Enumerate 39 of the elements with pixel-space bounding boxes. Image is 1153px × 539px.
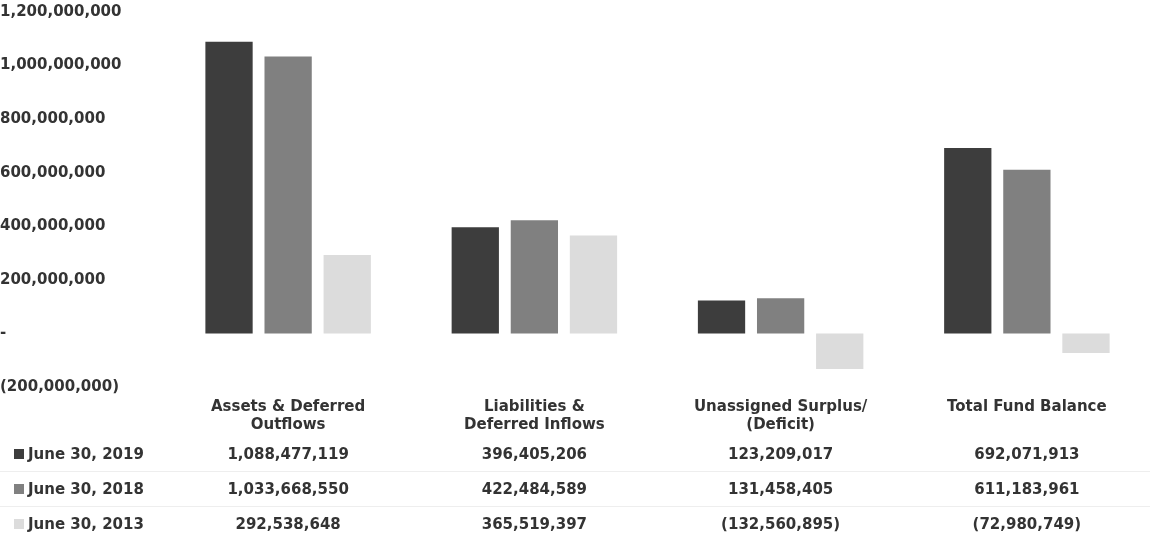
bar <box>323 255 371 334</box>
y-tick-label: 800,000,000 <box>0 109 106 128</box>
data-label: 1,033,668,550 <box>165 471 412 507</box>
data-label: 1,088,477,119 <box>165 437 412 472</box>
data-label: 422,484,589 <box>411 471 658 507</box>
y-tick-label: 1,200,000,000 <box>0 1 122 20</box>
bar <box>697 300 746 334</box>
data-label: 611,183,961 <box>903 471 1150 507</box>
y-tick-label: 1,000,000,000 <box>0 55 122 74</box>
bar <box>205 41 253 334</box>
x-tick-label: Assets & Deferred Outflows <box>210 396 366 433</box>
y-tick-label: 600,000,000 <box>0 162 106 181</box>
x-tick-label: Unassigned Surplus/ (Deficit) <box>693 396 868 433</box>
data-label: 396,405,206 <box>411 437 658 472</box>
bar <box>264 56 312 334</box>
bar <box>816 333 864 369</box>
x-tick-label: Total Fund Balance <box>947 396 1107 415</box>
bar <box>451 227 499 334</box>
legend-label: June 30, 2018 <box>0 471 165 507</box>
bar <box>510 220 559 334</box>
x-tick-label: Liabilities & Deferred Inflows <box>464 396 605 433</box>
y-tick-label: 400,000,000 <box>0 216 106 235</box>
data-label: 692,071,913 <box>903 437 1150 472</box>
data-label: 365,519,397 <box>411 506 658 539</box>
data-label: (132,560,895) <box>657 506 904 539</box>
bar <box>569 235 618 334</box>
data-label: 131,458,405 <box>657 471 904 507</box>
legend-label: June 30, 2019 <box>0 437 165 472</box>
bar <box>1062 333 1110 353</box>
y-tick-label: 200,000,000 <box>0 269 106 288</box>
bar <box>944 148 992 334</box>
bar <box>1003 169 1051 334</box>
y-tick-label: (200,000,000) <box>0 376 120 395</box>
data-label: (72,980,749) <box>903 506 1150 539</box>
y-tick-label: - <box>0 323 7 342</box>
legend-label: June 30, 2013 <box>0 506 165 539</box>
bar <box>756 298 805 334</box>
data-label: 292,538,648 <box>165 506 412 539</box>
data-label: 123,209,017 <box>657 437 904 472</box>
